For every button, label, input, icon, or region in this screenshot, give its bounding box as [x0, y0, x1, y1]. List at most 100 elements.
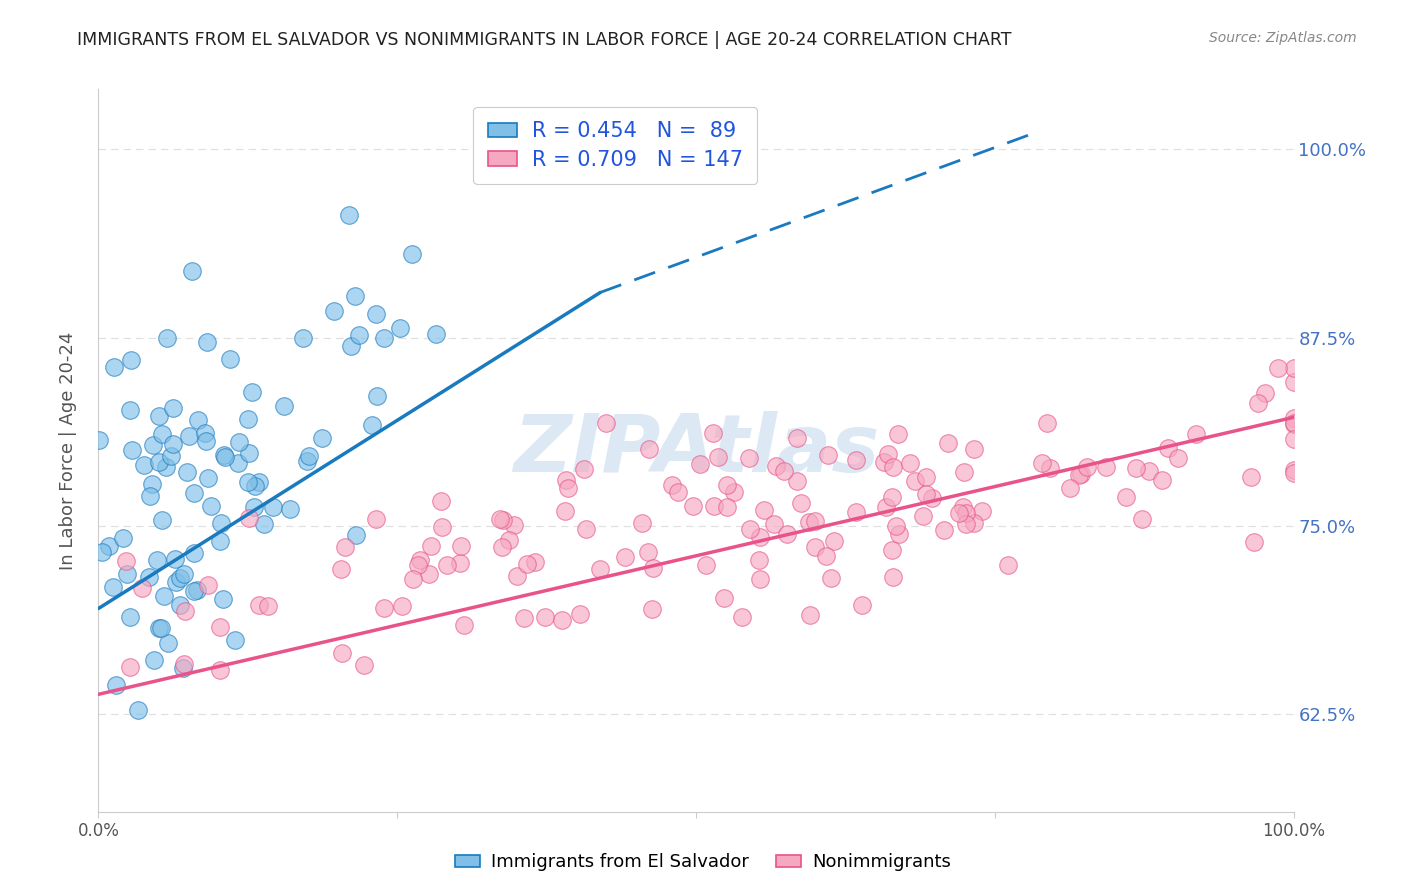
Point	[139, 490, 162, 504]
Point	[186, 583, 208, 598]
Point	[936, 435, 959, 450]
Point	[666, 485, 689, 500]
Point	[141, 477, 163, 491]
Point	[557, 481, 579, 495]
Point	[491, 540, 513, 554]
Point	[425, 326, 447, 341]
Point	[208, 534, 231, 549]
Point	[915, 470, 938, 484]
Point	[689, 458, 711, 472]
Point	[183, 486, 205, 500]
Legend: R = 0.454   N =  89, R = 0.709   N = 147: R = 0.454 N = 89, R = 0.709 N = 147	[474, 107, 758, 185]
Point	[554, 504, 576, 518]
Point	[183, 546, 205, 560]
Point	[845, 453, 868, 467]
Point	[595, 416, 617, 430]
Point	[1059, 481, 1081, 495]
Point	[450, 539, 472, 553]
Point	[551, 613, 574, 627]
Point	[955, 506, 977, 520]
Point	[554, 473, 576, 487]
Point	[661, 478, 683, 492]
Point	[418, 566, 440, 581]
Point	[872, 455, 894, 469]
Point	[180, 264, 202, 278]
Point	[173, 566, 195, 581]
Point	[101, 580, 124, 594]
Point	[1115, 490, 1137, 504]
Point	[194, 426, 217, 441]
Point	[436, 558, 458, 572]
Point	[817, 448, 839, 462]
Point	[702, 426, 724, 441]
Point	[882, 570, 904, 584]
Point	[149, 621, 172, 635]
Point	[87, 433, 110, 447]
Point	[765, 458, 787, 473]
Point	[880, 490, 903, 504]
Point	[200, 499, 222, 513]
Point	[195, 334, 218, 349]
Point	[716, 500, 738, 514]
Point	[1069, 467, 1091, 482]
Point	[138, 570, 160, 584]
Point	[589, 562, 612, 576]
Point	[820, 571, 842, 585]
Point	[344, 528, 367, 542]
Point	[172, 660, 194, 674]
Point	[1243, 534, 1265, 549]
Point	[160, 449, 183, 463]
Point	[786, 432, 808, 446]
Point	[143, 653, 166, 667]
Point	[169, 571, 191, 585]
Point	[682, 499, 704, 513]
Point	[1095, 460, 1118, 475]
Point	[955, 516, 977, 531]
Point	[997, 558, 1019, 572]
Point	[804, 540, 827, 554]
Point	[148, 455, 170, 469]
Point	[292, 331, 315, 345]
Point	[148, 409, 170, 423]
Point	[278, 501, 301, 516]
Point	[298, 449, 321, 463]
Point	[1125, 460, 1147, 475]
Point	[1282, 410, 1305, 425]
Point	[257, 599, 280, 614]
Point	[330, 562, 353, 576]
Point	[330, 646, 353, 660]
Point	[1282, 375, 1305, 389]
Point	[238, 511, 260, 525]
Point	[1282, 417, 1305, 431]
Point	[453, 617, 475, 632]
Point	[240, 384, 263, 399]
Point	[797, 515, 820, 529]
Point	[1070, 467, 1092, 482]
Y-axis label: In Labor Force | Age 20-24: In Labor Force | Age 20-24	[59, 331, 77, 570]
Point	[786, 475, 808, 489]
Point	[1035, 416, 1057, 430]
Point	[91, 545, 114, 559]
Point	[574, 522, 596, 536]
Point	[333, 541, 356, 555]
Legend: Immigrants from El Salvador, Nonimmigrants: Immigrants from El Salvador, Nonimmigran…	[447, 847, 959, 879]
Point	[197, 578, 219, 592]
Point	[904, 474, 927, 488]
Point	[262, 500, 284, 515]
Point	[1184, 426, 1206, 441]
Point	[641, 602, 664, 616]
Point	[921, 491, 943, 505]
Point	[880, 542, 903, 557]
Point	[1157, 441, 1180, 455]
Point	[247, 599, 270, 613]
Point	[115, 566, 138, 581]
Point	[165, 575, 187, 590]
Point	[364, 307, 387, 321]
Point	[150, 427, 173, 442]
Point	[409, 552, 432, 566]
Point	[898, 456, 921, 470]
Point	[498, 533, 520, 547]
Point	[347, 327, 370, 342]
Point	[132, 458, 155, 472]
Point	[104, 678, 127, 692]
